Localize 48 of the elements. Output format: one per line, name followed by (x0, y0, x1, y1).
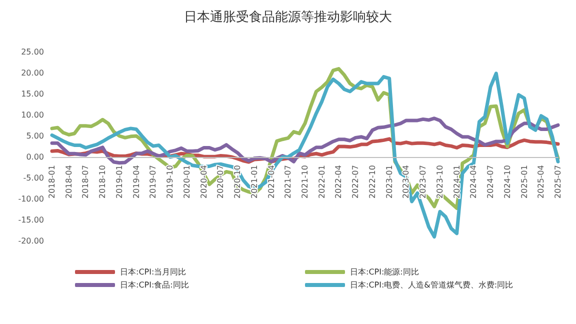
x-tick-label: 2020-04 (199, 165, 208, 198)
x-tick-label: 2021-01 (250, 165, 259, 198)
y-tick-label: 0.00 (26, 152, 44, 162)
y-tick-label: 5.00 (26, 132, 44, 140)
x-tick-label: 2018-01 (48, 165, 56, 198)
x-tick-label: 2019-10 (166, 165, 175, 198)
y-tick-label: 25.00 (21, 48, 44, 56)
x-tick-label: 2021-04 (266, 165, 276, 198)
x-tick-label: 2019-04 (132, 165, 141, 198)
x-tick-label: 2024-07 (486, 165, 496, 198)
x-tick-label: 2024-04 (469, 165, 478, 198)
x-tick-label: 2022-07 (351, 165, 360, 198)
x-tick-label: 2021-07 (284, 165, 293, 198)
x-tick-label: 2025-04 (536, 165, 546, 198)
chart-title: 日本通胀受食品能源等推动影响较大 (184, 10, 392, 25)
x-tick-label: 2018-10 (98, 165, 108, 198)
x-tick-label: 2018-04 (64, 165, 74, 198)
x-tick-label: 2024-10 (502, 165, 512, 198)
y-tick-label: -20.00 (18, 236, 44, 246)
x-tick-label: 2022-01 (317, 165, 326, 198)
legend-label: 日本:CPI:电费、人造&管道煤气费、水费:同比 (350, 280, 514, 290)
line-series (50, 72, 560, 239)
y-tick-label: 20.00 (21, 68, 44, 78)
y-tick-label: -15.00 (18, 216, 44, 224)
y-tick-label: -5.00 (23, 174, 44, 182)
legend-label: 日本:CPI:食品:同比 (120, 280, 189, 290)
x-tick-label: 2020-07 (216, 165, 226, 198)
legend-label: 日本:CPI:能源:同比 (350, 268, 419, 276)
x-tick-label: 2019-07 (148, 165, 158, 198)
x-tick-label: 2025-01 (520, 165, 529, 198)
y-tick-label: 15.00 (21, 90, 44, 98)
x-tick-label: 2020-10 (233, 165, 242, 198)
x-tick-label: 2023-10 (435, 165, 444, 198)
x-tick-label: 2020-01 (182, 165, 192, 198)
x-tick-label: 2023-07 (418, 165, 428, 198)
legend-label: 日本:CPI:当月同比 (120, 268, 186, 276)
x-tick-label: 2021-10 (300, 165, 310, 198)
x-tick-label: 2019-01 (114, 165, 124, 198)
y-tick-label: 10.00 (21, 110, 44, 120)
x-tick-label: 2018-07 (81, 165, 90, 198)
x-tick-label: 2022-04 (334, 165, 344, 198)
y-tick-label: -10.00 (18, 194, 44, 204)
x-tick-label: 2022-10 (368, 165, 377, 198)
x-tick-label: 2025-07 (554, 165, 562, 198)
x-tick-label: 2023-01 (384, 165, 394, 198)
x-tick-label: 2023-04 (402, 165, 411, 198)
x-tick-label: 2024-01 (452, 165, 462, 198)
line-series (50, 116, 560, 165)
